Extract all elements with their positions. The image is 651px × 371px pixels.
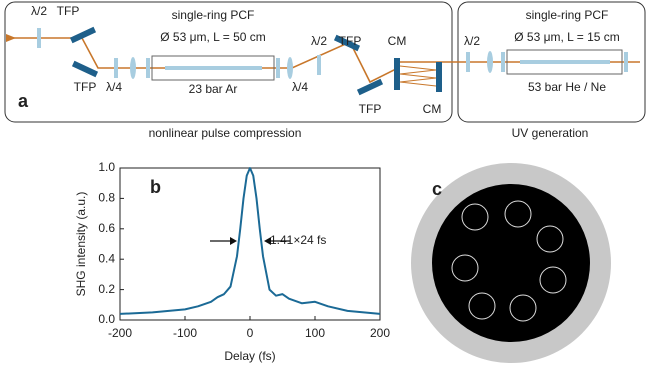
x-tick-label: 200: [370, 326, 390, 340]
x-tick-label: -200: [108, 326, 132, 340]
label: TFP: [339, 34, 362, 48]
y-tick-label: 0.8: [98, 191, 115, 205]
fiber-core: [432, 184, 590, 342]
y-tick-label: 0.4: [98, 251, 115, 265]
cm-beams: [400, 66, 436, 86]
arrow: [6, 34, 16, 42]
panel-label: b: [150, 177, 161, 197]
y-tick-label: 0.0: [98, 312, 115, 326]
label: CM: [423, 102, 442, 116]
caption: UV generation: [512, 126, 589, 140]
label: λ/2: [464, 34, 480, 48]
y-tick-label: 1.0: [98, 160, 115, 174]
label: TFP: [57, 4, 80, 18]
label: λ/4: [292, 80, 308, 94]
label: 23 bar Ar: [189, 82, 238, 96]
label: λ/4: [106, 80, 122, 94]
label: CM: [388, 34, 407, 48]
panel-label: a: [18, 91, 29, 111]
figure: λ/2 TFP TFP λ/4 single-ring PCF Ø 53 μm,…: [0, 0, 651, 371]
caption: nonlinear pulse compression: [149, 126, 302, 140]
label: Ø 53 μm, L = 15 cm: [514, 30, 620, 44]
panel-label: c: [432, 179, 442, 199]
y-label: SHG intensity (a.u.): [74, 192, 88, 297]
label: λ/2: [31, 4, 47, 18]
x-tick-label: 100: [305, 326, 325, 340]
label: Ø 53 μm, L = 50 cm: [160, 30, 266, 44]
y-tick-label: 0.6: [98, 221, 115, 235]
label: single-ring PCF: [526, 8, 609, 22]
label: TFP: [74, 80, 97, 94]
label: 53 bar He / Ne: [528, 80, 606, 94]
label: TFP: [359, 102, 382, 116]
x-tick-label: 0: [247, 326, 254, 340]
y-tick-label: 0.2: [98, 282, 115, 296]
x-tick-label: -100: [173, 326, 197, 340]
x-label: Delay (fs): [224, 349, 275, 363]
label: λ/2: [311, 34, 327, 48]
annotation: 1.41×24 fs: [270, 233, 326, 247]
label: single-ring PCF: [172, 8, 255, 22]
